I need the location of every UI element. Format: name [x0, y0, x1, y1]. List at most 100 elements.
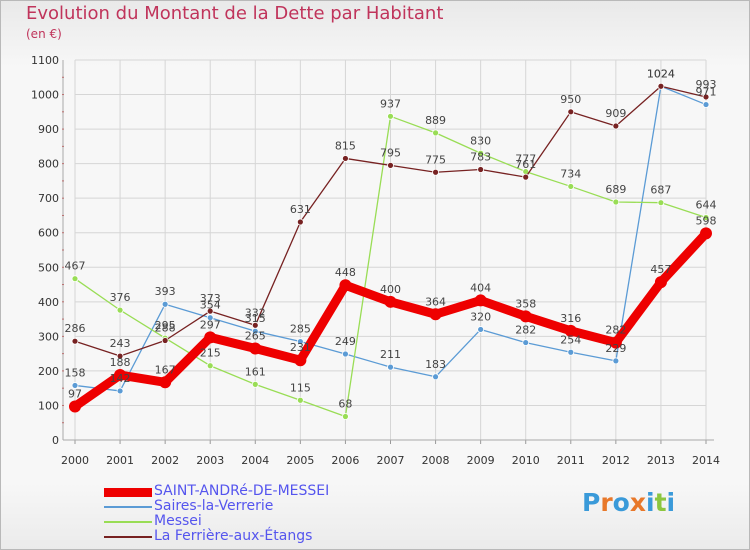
data-point: [249, 342, 262, 355]
data-point: [612, 198, 620, 206]
data-point: [477, 326, 485, 333]
data-label: 467: [65, 260, 86, 273]
data-label: 971: [696, 86, 717, 99]
data-point: [116, 306, 124, 314]
x-tick-label: 2011: [557, 454, 585, 467]
data-label: 373: [200, 292, 221, 305]
data-label: 97: [68, 387, 82, 400]
y-tick-label: 100: [38, 399, 59, 412]
data-label: 795: [380, 146, 401, 159]
legend-swatch: [104, 536, 152, 538]
logo-letter: t: [654, 488, 667, 517]
data-point: [114, 369, 127, 382]
data-label: 254: [560, 333, 581, 346]
data-point: [251, 380, 259, 388]
data-point: [342, 155, 349, 162]
data-point: [71, 275, 79, 283]
data-label: 68: [338, 398, 352, 411]
y-tick-label: 700: [38, 192, 59, 205]
x-tick-label: 2008: [422, 454, 450, 467]
data-label: 815: [335, 139, 356, 152]
data-point: [477, 166, 485, 173]
legend-swatch: [104, 506, 152, 508]
legend-label: Messei: [154, 513, 202, 529]
data-point: [387, 112, 394, 120]
data-label: 354: [200, 299, 221, 312]
x-tick-label: 2014: [692, 454, 720, 467]
data-label: 689: [605, 183, 626, 196]
data-point: [702, 101, 710, 108]
data-label: 188: [110, 356, 131, 369]
y-tick-label: 900: [38, 123, 59, 136]
proxiti-logo: Proxiti: [582, 488, 675, 517]
data-label: 115: [290, 381, 311, 394]
data-label: 644: [696, 199, 717, 212]
x-tick-label: 2006: [331, 454, 359, 467]
data-point: [204, 331, 217, 344]
data-label: 631: [290, 203, 311, 216]
data-label: 243: [110, 337, 131, 350]
data-label: 211: [380, 348, 401, 361]
data-label: 889: [425, 114, 446, 127]
data-label: 364: [425, 295, 446, 308]
data-label: 448: [335, 266, 356, 279]
data-label: 295: [155, 319, 176, 332]
data-point: [387, 161, 394, 169]
data-label: 161: [245, 365, 266, 378]
data-label: 783: [470, 151, 491, 164]
data-point: [432, 168, 439, 176]
x-tick-label: 2013: [647, 454, 675, 467]
data-point: [296, 396, 304, 404]
data-label: 332: [245, 306, 266, 319]
y-tick-label: 0: [52, 434, 59, 447]
data-point: [69, 400, 81, 413]
data-point: [71, 337, 79, 345]
data-point: [567, 183, 575, 190]
data-label: 288: [155, 322, 176, 335]
data-label: 286: [65, 322, 86, 335]
x-tick-label: 2007: [377, 454, 405, 467]
y-tick-label: 1000: [31, 89, 59, 102]
data-point: [342, 413, 349, 420]
logo-letter: r: [600, 488, 613, 517]
data-point: [654, 276, 667, 289]
data-point: [567, 348, 575, 356]
y-tick-label: 800: [38, 158, 59, 171]
data-point: [342, 350, 349, 358]
legend-label: La Ferrière-aux-Étangs: [154, 528, 313, 544]
data-point: [206, 362, 214, 370]
data-label: 777: [515, 153, 536, 166]
x-tick-label: 2004: [241, 454, 269, 467]
chart-title: Evolution du Montant de la Dette par Hab…: [26, 3, 444, 24]
data-label: 265: [245, 329, 266, 342]
x-tick-label: 2000: [61, 454, 89, 467]
data-label: 282: [605, 324, 626, 337]
data-point: [474, 294, 487, 307]
data-label: 598: [696, 214, 717, 227]
y-tick-label: 1100: [31, 54, 59, 67]
data-point: [429, 308, 442, 321]
data-label: 400: [380, 283, 401, 296]
data-label: 297: [200, 318, 221, 331]
data-point: [296, 338, 304, 345]
data-point: [564, 324, 577, 337]
data-point: [251, 321, 259, 329]
data-point: [702, 214, 710, 221]
data-point: [477, 149, 485, 157]
data-point: [702, 93, 710, 101]
data-point: [432, 129, 439, 137]
data-label: 285: [290, 323, 311, 336]
logo-letter: x: [629, 488, 646, 517]
data-point: [612, 357, 620, 365]
data-point: [387, 363, 394, 371]
logo-letter: P: [582, 488, 601, 517]
y-tick-label: 600: [38, 227, 59, 240]
data-label: 316: [560, 312, 581, 325]
y-tick-label: 300: [38, 330, 59, 343]
data-label: 231: [290, 341, 311, 354]
data-label: 249: [335, 335, 356, 348]
x-tick-label: 2009: [467, 454, 495, 467]
data-point: [522, 173, 530, 181]
legend-swatch: [104, 521, 152, 523]
